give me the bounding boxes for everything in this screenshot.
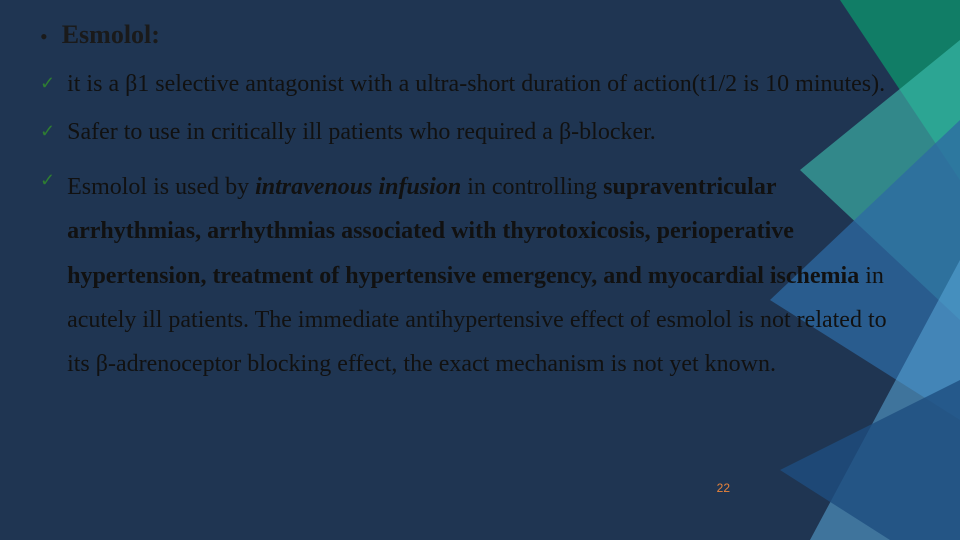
- bullet-item-1: ✓ it is a β1 selective antagonist with a…: [40, 68, 900, 100]
- check-icon: ✓: [40, 120, 55, 143]
- bullet-item-3: ✓ Esmolol is used by intravenous infusio…: [40, 165, 900, 387]
- slide-title: Esmolol:: [62, 20, 160, 50]
- paragraph-text: Esmolol is used by intravenous infusion …: [67, 165, 900, 387]
- check-icon: ✓: [40, 72, 55, 95]
- slide: • Esmolol: ✓ it is a β1 selective antago…: [0, 0, 960, 540]
- content-area: • Esmolol: ✓ it is a β1 selective antago…: [40, 20, 900, 403]
- bullet-dot-icon: •: [40, 26, 48, 48]
- check-icon: ✓: [40, 169, 55, 192]
- bullet-text: it is a β1 selective antagonist with a u…: [67, 68, 885, 100]
- para-emphasis-intravenous: intravenous infusion: [255, 174, 461, 200]
- bullet-item-2: ✓ Safer to use in critically ill patient…: [40, 116, 900, 148]
- page-number: 22: [717, 481, 730, 495]
- bullet-text: Safer to use in critically ill patients …: [67, 116, 656, 148]
- para-mid: in controlling: [461, 174, 603, 200]
- para-lead: Esmolol is used by: [67, 174, 255, 200]
- title-row: • Esmolol:: [40, 20, 900, 50]
